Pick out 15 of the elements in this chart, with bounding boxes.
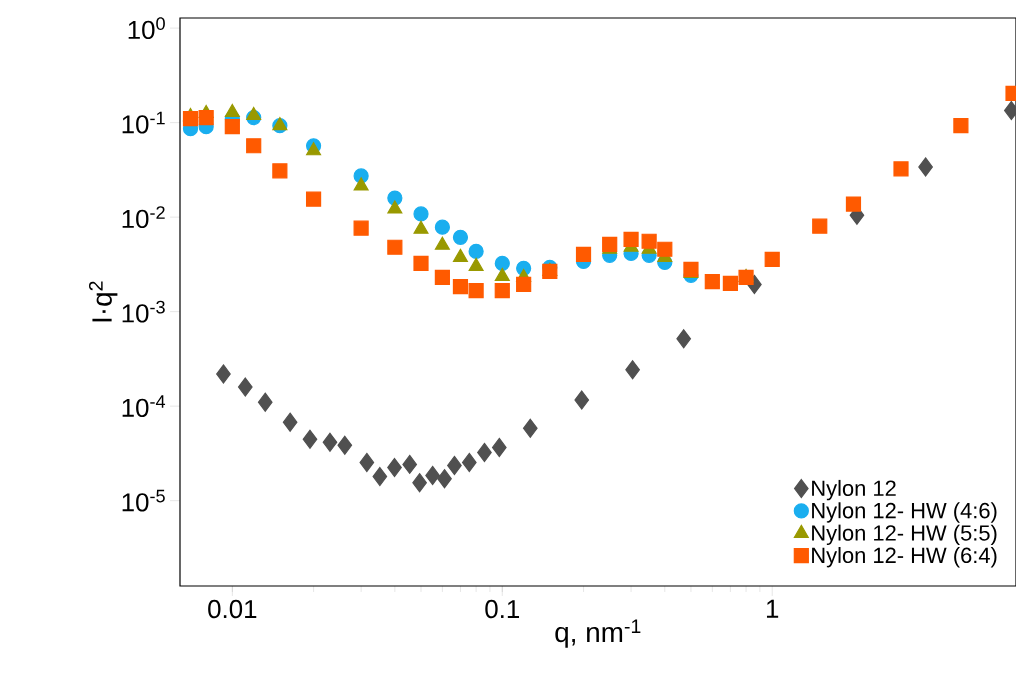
y-tick-label: 10$^{0}$: [128, 17, 165, 40]
x-tick-label: 1: [766, 599, 779, 618]
y-tick-label: 10$^{-2}$: [122, 206, 165, 229]
legend-label: Nylon 12- HW (4:6): [812, 502, 997, 523]
legend-label: Nylon 12: [812, 479, 896, 501]
y-tick-label: 10$^{-1}$: [122, 111, 165, 134]
y-tick-label: 10$^{-5}$: [122, 489, 165, 512]
legend-label: Nylon 12- HW (6:4): [812, 546, 997, 568]
x-axis-title: q, nm$^{-1}$: [555, 619, 641, 648]
legend-label: Nylon 12- HW (5:5): [812, 524, 997, 546]
y-tick-label: 10$^{-3}$: [122, 300, 165, 323]
x-tick-label: 0.01: [208, 599, 257, 619]
y-axis-title: I·q$^{2}$: [88, 281, 118, 322]
x-tick-label: 0.1: [485, 599, 520, 619]
y-tick-label: 10$^{-4}$: [122, 395, 166, 417]
